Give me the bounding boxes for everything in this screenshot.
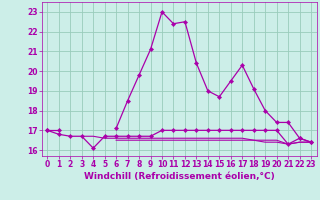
X-axis label: Windchill (Refroidissement éolien,°C): Windchill (Refroidissement éolien,°C) bbox=[84, 172, 275, 181]
